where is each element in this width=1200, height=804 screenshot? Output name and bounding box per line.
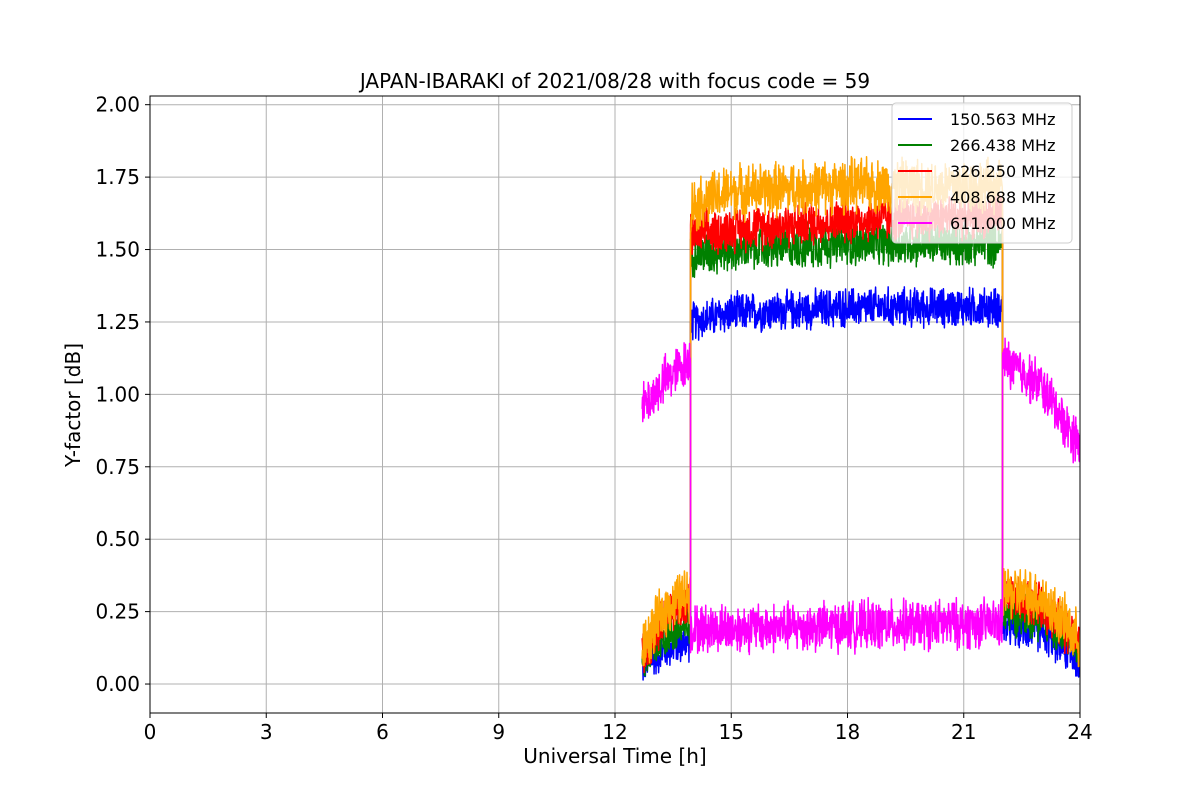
- series-line-0: [641, 286, 1080, 681]
- y-tick-label: 0.25: [95, 600, 140, 624]
- chart-title: JAPAN-IBARAKI of 2021/08/28 with focus c…: [358, 69, 870, 93]
- y-axis-label: Y-factor [dB]: [61, 343, 85, 468]
- x-tick-label: 3: [260, 720, 273, 744]
- x-tick-label: 21: [951, 720, 976, 744]
- y-axis-ticks: 0.00 0.25 0.50 0.75 1.00 1.25 1.50 1.75 2.00: [95, 93, 150, 696]
- x-tick-label: 24: [1067, 720, 1092, 744]
- x-tick-label: 9: [492, 720, 505, 744]
- legend: 150.563 MHz 266.438 MHz 326.250 MHz 408.688…: [891, 102, 1073, 244]
- x-tick-label: 0: [144, 720, 157, 744]
- legend-label: 266.438 MHz: [950, 136, 1055, 155]
- y-tick-label: 1.75: [95, 165, 140, 189]
- y-tick-label: 1.50: [95, 238, 140, 262]
- y-tick-label: 1.00: [95, 382, 140, 406]
- x-tick-label: 18: [835, 720, 860, 744]
- x-axis-label: Universal Time [h]: [523, 744, 706, 768]
- x-axis-ticks: 0 3 6 9 12 15 18 21 24: [144, 713, 1093, 744]
- series-layer: [641, 155, 1080, 681]
- x-tick-label: 6: [376, 720, 389, 744]
- x-tick-label: 12: [602, 720, 627, 744]
- y-tick-label: 0.75: [95, 455, 140, 479]
- y-tick-label: 0.00: [95, 672, 140, 696]
- legend-label: 326.250 MHz: [950, 162, 1055, 181]
- series-line-3: [641, 155, 1080, 668]
- legend-label: 611.000 MHz: [950, 214, 1055, 233]
- legend-label: 150.563 MHz: [950, 110, 1055, 129]
- y-tick-label: 0.50: [95, 527, 140, 551]
- x-tick-label: 15: [719, 720, 744, 744]
- y-tick-label: 2.00: [95, 93, 140, 117]
- legend-label: 408.688 MHz: [950, 188, 1055, 207]
- legend-box: [891, 102, 1073, 244]
- series-line-4: [641, 337, 1080, 656]
- y-tick-label: 1.25: [95, 310, 140, 334]
